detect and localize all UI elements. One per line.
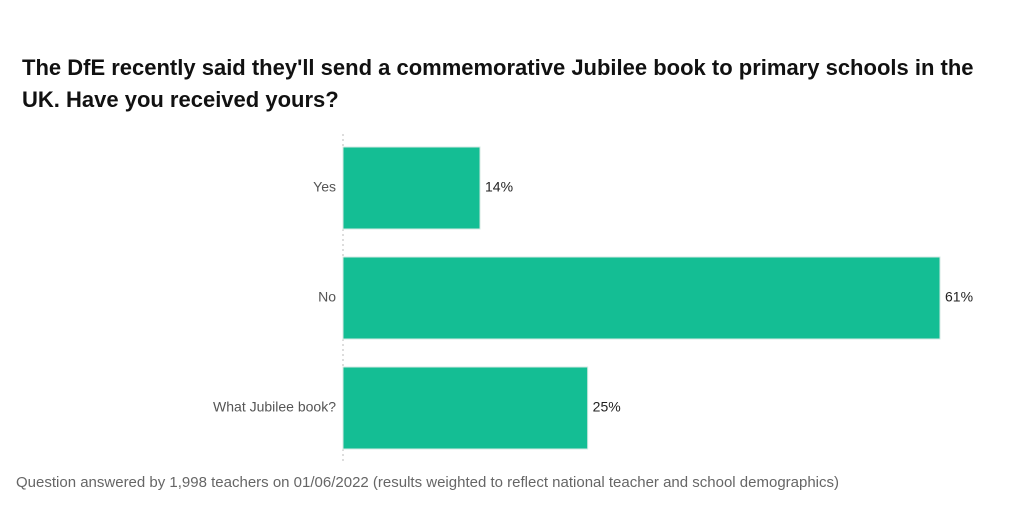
bar [342, 256, 941, 340]
y-tick-label: Yes [313, 179, 336, 195]
bar [342, 366, 589, 450]
data-label: 61% [945, 289, 973, 305]
data-label: 14% [485, 179, 513, 195]
data-label: 25% [593, 399, 621, 415]
y-tick-label: What Jubilee book? [213, 399, 336, 415]
bar [342, 146, 481, 230]
chart-title: The DfE recently said they'll send a com… [22, 55, 974, 112]
y-tick-label: No [318, 289, 336, 305]
footnote: Question answered by 1,998 teachers on 0… [16, 474, 840, 491]
